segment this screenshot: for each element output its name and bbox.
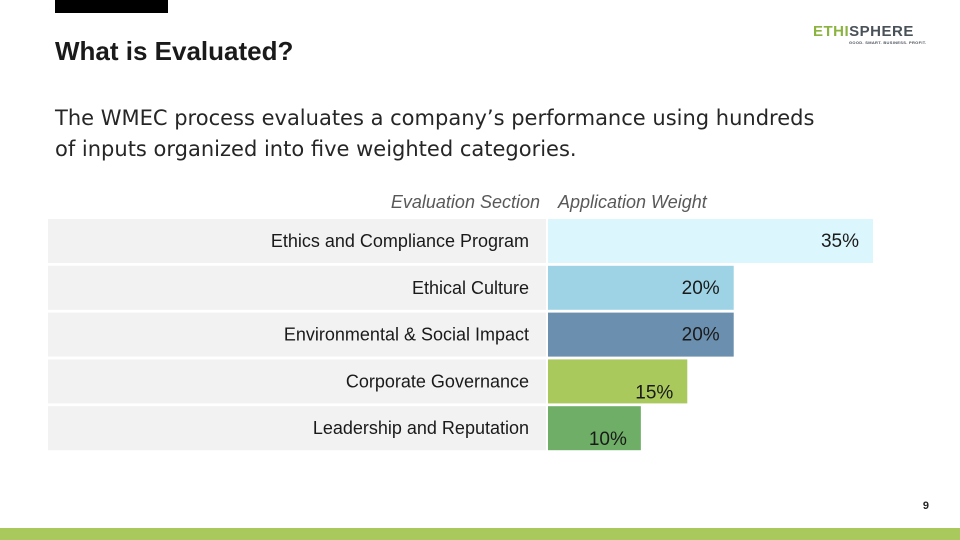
bar xyxy=(548,219,873,263)
value-label: 20% xyxy=(682,325,720,346)
page-number: 9 xyxy=(922,500,929,512)
column-header-section: Evaluation Section xyxy=(391,192,540,212)
category-band xyxy=(48,359,546,404)
bar xyxy=(548,312,734,357)
category-band xyxy=(48,312,546,357)
bar xyxy=(548,406,641,451)
intro-text: The WMEC process evaluates a company’s p… xyxy=(55,106,815,161)
category-label: Ethical Culture xyxy=(412,278,529,298)
value-label: 15% xyxy=(635,382,673,403)
category-band xyxy=(48,406,546,451)
value-label: 10% xyxy=(589,429,627,450)
logo-wordmark-green: ETHI xyxy=(813,23,850,40)
bar xyxy=(548,359,688,404)
top-accent-bar xyxy=(55,0,168,13)
logo-tagline: GOOD. SMART. BUSINESS. PROFIT. xyxy=(849,40,927,45)
category-label: Leadership and Reputation xyxy=(313,418,529,438)
slide-title: What is Evaluated? xyxy=(55,36,294,66)
column-header-weight: Application Weight xyxy=(557,192,708,212)
value-label: 20% xyxy=(682,278,720,299)
category-label: Corporate Governance xyxy=(346,371,529,391)
bar xyxy=(548,265,734,310)
ethisphere-logo: ETHISPHERE GOOD. SMART. BUSINESS. PROFIT… xyxy=(813,24,927,48)
category-band xyxy=(48,219,546,263)
logo-wordmark-dark: SPHERE xyxy=(849,23,914,40)
value-label: 35% xyxy=(821,231,859,252)
category-band xyxy=(48,265,546,310)
category-label: Environmental & Social Impact xyxy=(284,325,529,345)
logo-wordmark: ETHISPHERE xyxy=(813,24,925,40)
bottom-accent-bar xyxy=(0,528,960,540)
category-label: Ethics and Compliance Program xyxy=(271,231,529,251)
